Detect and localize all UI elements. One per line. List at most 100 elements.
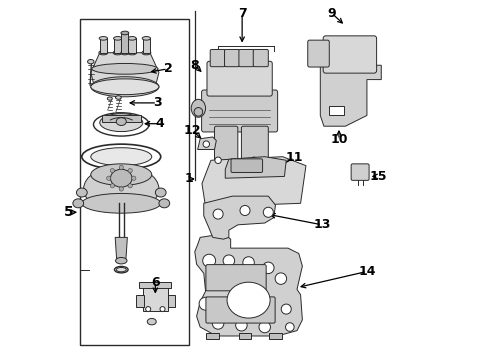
Bar [168, 295, 175, 307]
Circle shape [203, 141, 210, 147]
FancyBboxPatch shape [323, 36, 377, 73]
FancyBboxPatch shape [207, 61, 272, 96]
Circle shape [263, 302, 274, 313]
Ellipse shape [127, 50, 137, 55]
Circle shape [263, 207, 273, 217]
Ellipse shape [113, 50, 122, 55]
Circle shape [199, 297, 212, 310]
Text: 3: 3 [153, 96, 161, 109]
Ellipse shape [116, 257, 127, 264]
FancyBboxPatch shape [231, 159, 263, 172]
FancyBboxPatch shape [201, 90, 278, 132]
Ellipse shape [91, 77, 159, 97]
Bar [114, 39, 122, 53]
Ellipse shape [128, 37, 136, 40]
Circle shape [146, 307, 151, 312]
Bar [100, 39, 107, 53]
Ellipse shape [84, 166, 159, 212]
Ellipse shape [88, 59, 94, 64]
Text: 10: 10 [330, 133, 348, 146]
Circle shape [119, 165, 123, 170]
Ellipse shape [116, 267, 126, 272]
Circle shape [132, 176, 136, 180]
Text: 14: 14 [358, 265, 376, 278]
Ellipse shape [142, 50, 151, 55]
FancyBboxPatch shape [308, 40, 329, 67]
Bar [143, 286, 168, 311]
Circle shape [110, 168, 115, 173]
Circle shape [194, 108, 203, 116]
Text: 6: 6 [151, 276, 160, 289]
Polygon shape [204, 196, 275, 239]
FancyBboxPatch shape [224, 49, 240, 67]
FancyBboxPatch shape [210, 49, 225, 67]
Circle shape [286, 323, 294, 331]
FancyBboxPatch shape [351, 164, 369, 180]
Ellipse shape [92, 63, 158, 74]
Circle shape [107, 176, 111, 180]
Polygon shape [195, 234, 302, 336]
Ellipse shape [99, 37, 107, 40]
Bar [128, 39, 136, 53]
Ellipse shape [147, 319, 156, 325]
Circle shape [128, 168, 132, 173]
FancyBboxPatch shape [206, 297, 275, 323]
Polygon shape [202, 157, 306, 207]
Circle shape [213, 209, 223, 219]
FancyBboxPatch shape [239, 49, 254, 67]
Circle shape [128, 184, 132, 188]
Text: 2: 2 [164, 62, 172, 75]
Text: 9: 9 [327, 7, 336, 20]
Bar [269, 333, 282, 338]
Text: 8: 8 [191, 59, 199, 72]
Text: 15: 15 [369, 170, 387, 183]
Ellipse shape [82, 144, 161, 169]
Text: 1: 1 [185, 172, 194, 185]
Bar [122, 33, 128, 53]
Ellipse shape [111, 169, 132, 187]
Bar [80, 19, 190, 345]
Ellipse shape [155, 188, 166, 197]
Circle shape [236, 319, 247, 331]
Circle shape [212, 318, 224, 329]
Ellipse shape [191, 99, 205, 117]
Polygon shape [115, 237, 127, 259]
Ellipse shape [91, 164, 152, 185]
Circle shape [218, 302, 229, 313]
Text: 12: 12 [183, 124, 201, 137]
Circle shape [259, 321, 270, 333]
Text: 11: 11 [286, 151, 303, 164]
Circle shape [263, 262, 274, 274]
Ellipse shape [121, 31, 129, 35]
Circle shape [203, 254, 216, 267]
Text: 5: 5 [64, 205, 74, 219]
Text: 4: 4 [156, 117, 164, 130]
Polygon shape [91, 53, 159, 87]
Ellipse shape [94, 113, 149, 136]
Circle shape [223, 255, 235, 266]
FancyBboxPatch shape [253, 49, 269, 67]
Ellipse shape [76, 188, 87, 197]
Bar [206, 333, 219, 338]
Bar [329, 107, 343, 116]
Circle shape [241, 302, 252, 313]
Ellipse shape [107, 97, 112, 100]
Ellipse shape [91, 148, 152, 166]
FancyBboxPatch shape [215, 126, 238, 162]
Ellipse shape [100, 114, 143, 132]
Circle shape [160, 307, 165, 312]
Text: 7: 7 [238, 7, 246, 20]
Ellipse shape [121, 50, 129, 55]
Circle shape [251, 157, 257, 163]
Circle shape [275, 273, 287, 284]
FancyBboxPatch shape [206, 265, 266, 291]
Ellipse shape [91, 79, 159, 95]
Ellipse shape [116, 118, 126, 126]
Bar [239, 333, 251, 338]
Circle shape [119, 187, 123, 191]
Text: 13: 13 [314, 218, 331, 231]
Bar [101, 115, 141, 122]
FancyBboxPatch shape [242, 126, 269, 162]
Polygon shape [197, 137, 216, 149]
Circle shape [110, 184, 115, 188]
